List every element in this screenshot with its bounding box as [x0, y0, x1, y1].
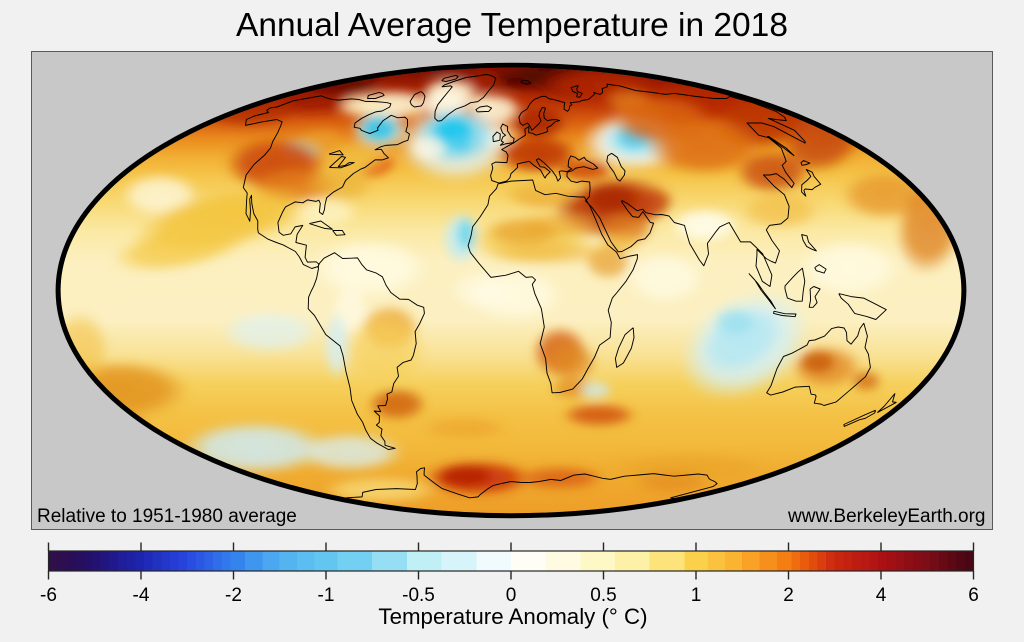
- svg-text:-1: -1: [318, 585, 335, 606]
- svg-text:0.5: 0.5: [590, 585, 616, 606]
- svg-text:Relative to 1951-1980 average: Relative to 1951-1980 average: [37, 506, 297, 527]
- svg-text:1: 1: [691, 585, 702, 606]
- svg-text:-2: -2: [225, 585, 242, 606]
- svg-text:-0.5: -0.5: [402, 585, 435, 606]
- svg-text:-4: -4: [133, 585, 150, 606]
- svg-text:2: 2: [783, 585, 794, 606]
- svg-text:Temperature Anomaly (° C): Temperature Anomaly (° C): [378, 604, 647, 629]
- svg-text:0: 0: [506, 585, 517, 606]
- svg-text:-6: -6: [40, 585, 57, 606]
- svg-text:6: 6: [968, 585, 979, 606]
- svg-text:www.BerkeleyEarth.org: www.BerkeleyEarth.org: [787, 506, 985, 527]
- svg-text:Annual Average Temperature in: Annual Average Temperature in 2018: [236, 7, 788, 44]
- svg-text:4: 4: [876, 585, 887, 606]
